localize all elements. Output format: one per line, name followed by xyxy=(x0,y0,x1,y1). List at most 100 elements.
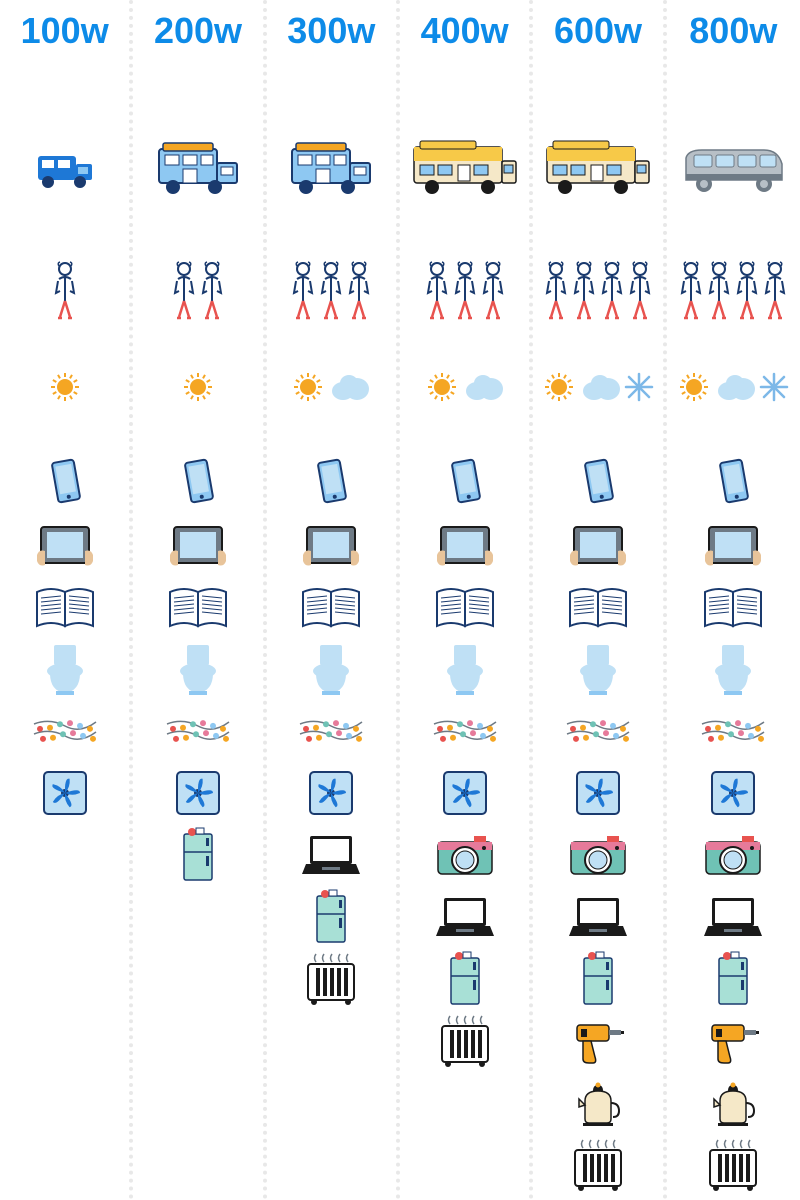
person-icon xyxy=(199,261,225,323)
wattage-column: 400w xyxy=(400,0,533,1200)
lights-icon xyxy=(537,700,658,762)
wattage-label: 400w xyxy=(421,10,509,52)
people-count xyxy=(404,252,525,332)
book-icon xyxy=(271,576,392,638)
person-icon xyxy=(543,261,569,323)
toilet-icon xyxy=(271,638,392,700)
cloud-icon xyxy=(327,371,371,403)
people-count xyxy=(137,252,258,332)
book-icon xyxy=(404,576,525,638)
phone-icon xyxy=(4,452,125,514)
person-icon xyxy=(346,261,372,323)
vehicle-icon xyxy=(404,122,525,212)
drill-icon xyxy=(671,1010,796,1072)
fan-icon xyxy=(537,762,658,824)
lights-icon xyxy=(671,700,796,762)
tablet-icon xyxy=(271,514,392,576)
vehicle-icon xyxy=(4,122,125,212)
wattage-column: 800w xyxy=(667,0,800,1200)
wattage-label: 800w xyxy=(689,10,777,52)
laptop-icon xyxy=(404,886,525,948)
lights-icon xyxy=(404,700,525,762)
snow-icon xyxy=(759,372,789,402)
fan-icon xyxy=(404,762,525,824)
cloud-icon xyxy=(461,371,505,403)
fridge-icon xyxy=(404,948,525,1010)
toilet-icon xyxy=(404,638,525,700)
phone-icon xyxy=(271,452,392,514)
vehicle-icon xyxy=(271,122,392,212)
fridge-icon xyxy=(137,824,258,886)
fridge-icon xyxy=(671,948,796,1010)
wattage-label: 600w xyxy=(554,10,642,52)
person-icon xyxy=(480,261,506,323)
sun-icon xyxy=(677,370,711,404)
book-icon xyxy=(137,576,258,638)
toilet-icon xyxy=(671,638,796,700)
heater-icon xyxy=(537,1134,658,1196)
weather-icons xyxy=(404,362,525,412)
tablet-icon xyxy=(671,514,796,576)
tablet-icon xyxy=(137,514,258,576)
wattage-column: 100w xyxy=(0,0,133,1200)
camera-icon xyxy=(671,824,796,886)
drill-icon xyxy=(537,1010,658,1072)
laptop-icon xyxy=(671,886,796,948)
wattage-label: 200w xyxy=(154,10,242,52)
laptop-icon xyxy=(271,824,392,886)
person-icon xyxy=(762,261,788,323)
book-icon xyxy=(4,576,125,638)
fridge-icon xyxy=(271,886,392,948)
wattage-label: 300w xyxy=(287,10,375,52)
vehicle-icon xyxy=(137,122,258,212)
person-icon xyxy=(318,261,344,323)
person-icon xyxy=(678,261,704,323)
person-icon xyxy=(706,261,732,323)
sun-icon xyxy=(425,370,459,404)
phone-icon xyxy=(137,452,258,514)
toilet-icon xyxy=(4,638,125,700)
person-icon xyxy=(734,261,760,323)
fridge-icon xyxy=(537,948,658,1010)
people-count xyxy=(4,252,125,332)
tablet-icon xyxy=(537,514,658,576)
weather-icons xyxy=(537,362,658,412)
person-icon xyxy=(571,261,597,323)
kettle-icon xyxy=(671,1072,796,1134)
wattage-comparison-grid: 100w xyxy=(0,0,800,1200)
tablet-icon xyxy=(4,514,125,576)
heater-icon xyxy=(271,948,392,1010)
tablet-icon xyxy=(404,514,525,576)
weather-icons xyxy=(671,362,796,412)
lights-icon xyxy=(137,700,258,762)
weather-icons xyxy=(137,362,258,412)
heater-icon xyxy=(404,1010,525,1072)
people-count xyxy=(671,252,796,332)
cloud-icon xyxy=(578,371,622,403)
sun-icon xyxy=(542,370,576,404)
toilet-icon xyxy=(537,638,658,700)
camera-icon xyxy=(404,824,525,886)
fan-icon xyxy=(137,762,258,824)
cloud-icon xyxy=(713,371,757,403)
lights-icon xyxy=(271,700,392,762)
weather-icons xyxy=(271,362,392,412)
book-icon xyxy=(671,576,796,638)
people-count xyxy=(537,252,658,332)
phone-icon xyxy=(404,452,525,514)
sun-icon xyxy=(48,370,82,404)
wattage-column: 300w xyxy=(267,0,400,1200)
snow-icon xyxy=(624,372,654,402)
weather-icons xyxy=(4,362,125,412)
fan-icon xyxy=(271,762,392,824)
heater-icon xyxy=(671,1134,796,1196)
wattage-label: 100w xyxy=(21,10,109,52)
person-icon xyxy=(171,261,197,323)
fan-icon xyxy=(4,762,125,824)
vehicle-icon xyxy=(671,122,796,212)
fan-icon xyxy=(671,762,796,824)
person-icon xyxy=(627,261,653,323)
wattage-column: 200w xyxy=(133,0,266,1200)
phone-icon xyxy=(671,452,796,514)
toilet-icon xyxy=(137,638,258,700)
